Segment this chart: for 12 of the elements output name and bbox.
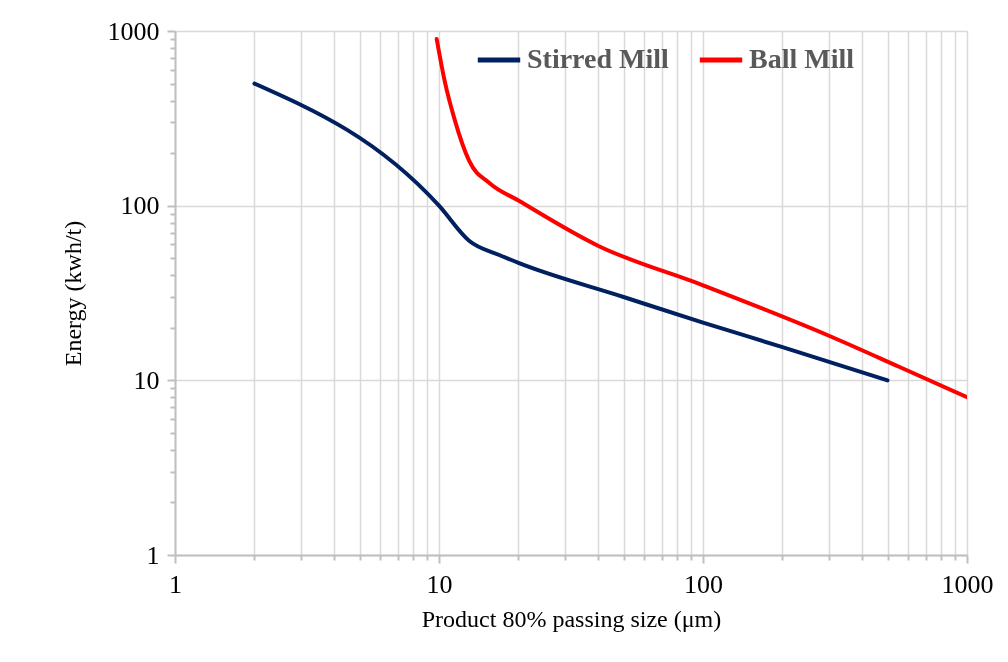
x-axis-title: Product 80% passing size (μm): [421, 605, 722, 632]
x-tick-label: 10: [426, 569, 453, 599]
y-tick-label: 10: [133, 365, 160, 395]
y-tick-label: 1000: [107, 16, 160, 46]
legend-label: Stirred Mill: [527, 43, 670, 74]
y-tick-label: 100: [120, 191, 160, 221]
x-tick-label: 1000: [941, 569, 994, 599]
y-axis-title: Energy (kwh/t): [59, 220, 86, 367]
x-tick-label: 1: [169, 569, 182, 599]
legend-label: Ball Mill: [749, 43, 855, 74]
y-tick-label: 1: [146, 540, 160, 570]
x-tick-label: 100: [684, 569, 723, 599]
